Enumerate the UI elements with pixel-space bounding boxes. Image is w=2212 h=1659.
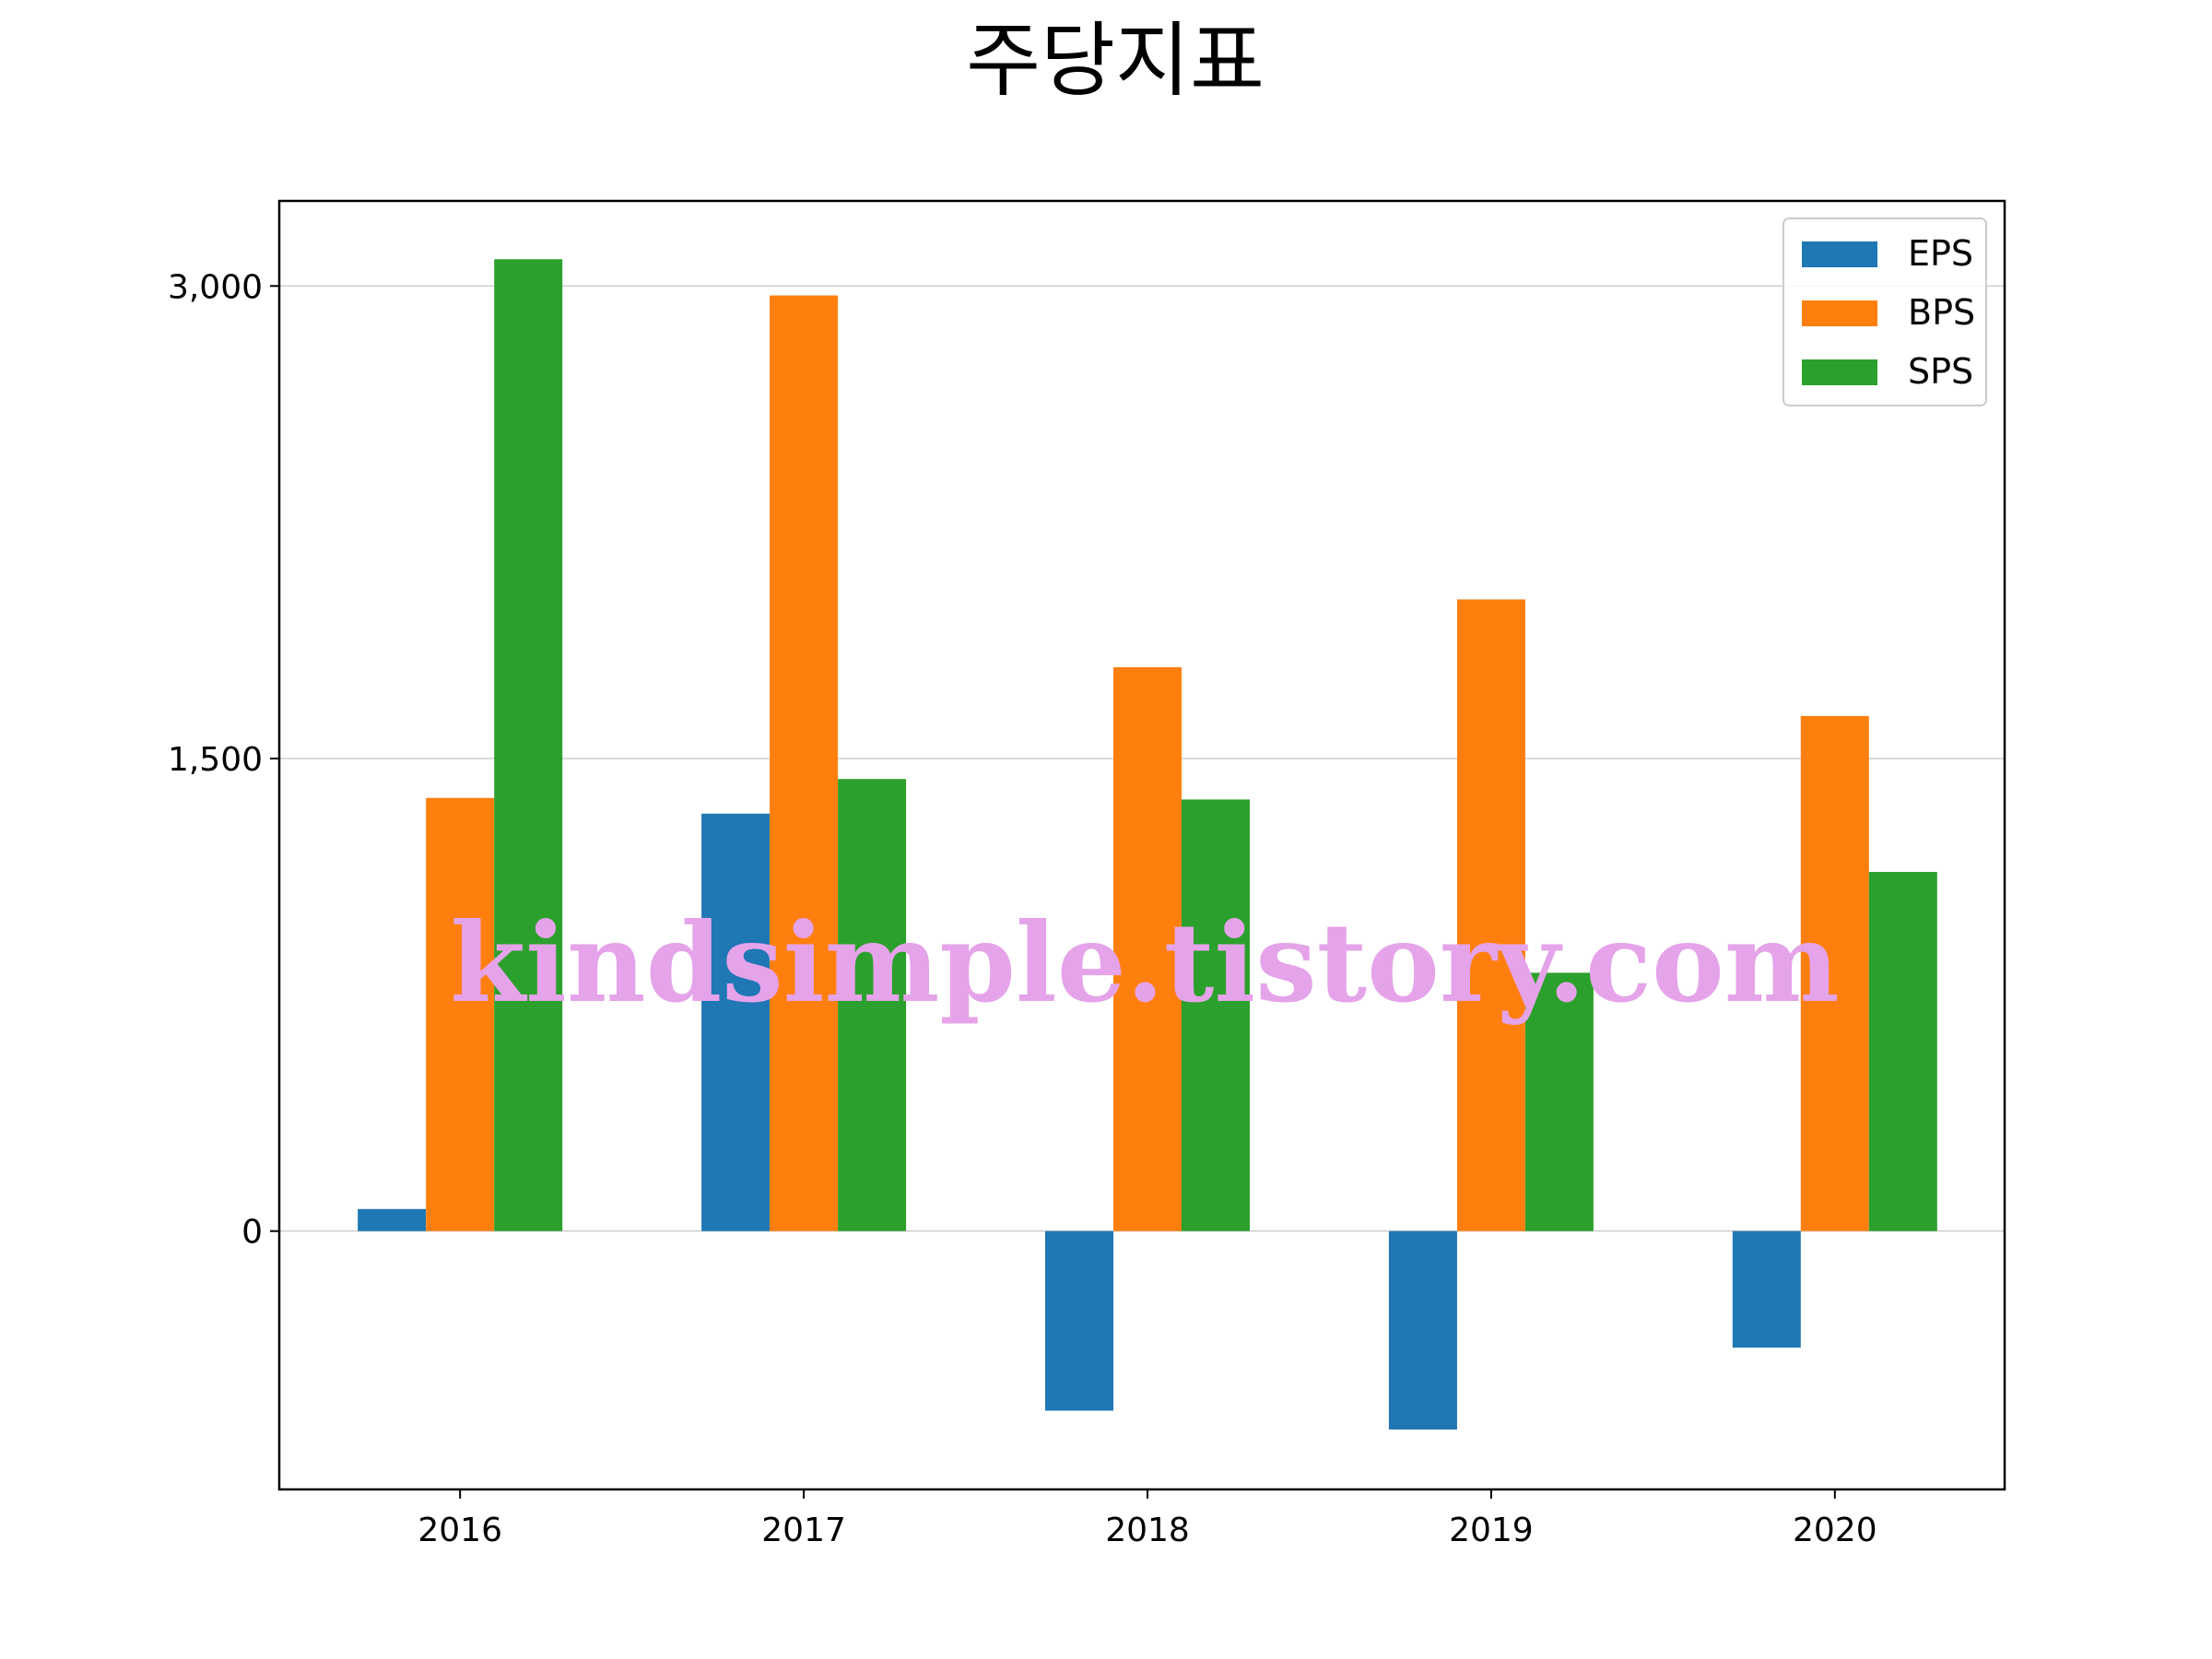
x-tick-label: 2020 bbox=[1793, 1512, 1877, 1549]
bar-sps-2016 bbox=[494, 259, 563, 1231]
bar-bps-2019 bbox=[1456, 599, 1525, 1231]
plot-frame bbox=[277, 199, 2006, 1491]
legend-swatch-sps bbox=[1802, 359, 1877, 385]
bar-eps-2018 bbox=[1045, 1230, 1113, 1411]
bar-eps-2019 bbox=[1388, 1230, 1457, 1430]
x-tick-label: 2017 bbox=[761, 1512, 846, 1549]
x-tick-label: 2019 bbox=[1449, 1512, 1534, 1549]
legend-label-bps: BPS bbox=[1908, 292, 1975, 333]
legend-label-sps: SPS bbox=[1908, 351, 1973, 392]
legend: EPS BPS SPS bbox=[1783, 218, 1987, 406]
x-tick-label: 2016 bbox=[418, 1512, 502, 1549]
chart-title: 주당지표 bbox=[966, 13, 1265, 108]
y-tick-label: 1,500 bbox=[168, 741, 263, 779]
bar-bps-2020 bbox=[1800, 715, 1869, 1231]
legend-swatch-eps bbox=[1802, 241, 1877, 267]
x-tick-label: 2018 bbox=[1105, 1512, 1190, 1549]
bar-bps-2018 bbox=[1113, 666, 1182, 1231]
bar-sps-2017 bbox=[838, 779, 907, 1231]
bar-eps-2016 bbox=[358, 1208, 427, 1231]
bar-bps-2017 bbox=[770, 295, 839, 1231]
legend-swatch-bps bbox=[1802, 300, 1877, 326]
bar-eps-2020 bbox=[1732, 1230, 1801, 1348]
axis-ticks: 0 1,500 3,000 2016 2017 2018 2019 2020 bbox=[168, 268, 1877, 1549]
bars bbox=[358, 259, 1937, 1430]
bar-eps-2017 bbox=[701, 813, 771, 1231]
y-tick-label: 3,000 bbox=[168, 268, 263, 306]
bar-sps-2019 bbox=[1524, 972, 1594, 1231]
legend-label-eps: EPS bbox=[1908, 233, 1973, 274]
y-tick-label: 0 bbox=[241, 1214, 263, 1252]
bar-sps-2020 bbox=[1868, 872, 1937, 1231]
bar-sps-2018 bbox=[1182, 799, 1250, 1231]
watermark-text: kindsimple.tistory.com bbox=[450, 899, 1839, 1027]
bar-bps-2016 bbox=[426, 797, 495, 1231]
